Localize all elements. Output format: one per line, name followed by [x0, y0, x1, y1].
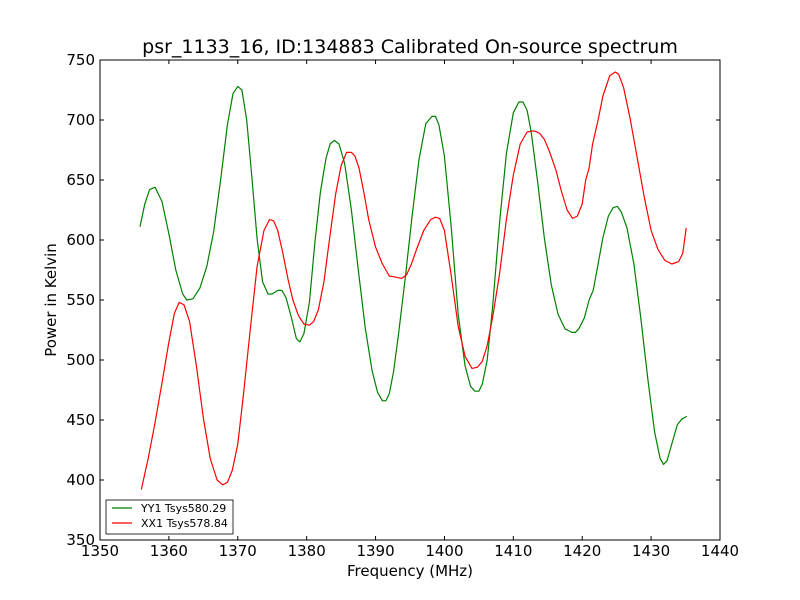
x-tick-label: 1390: [356, 542, 394, 560]
legend-box: [105, 499, 234, 535]
x-axis-label: Frequency (MHz): [347, 562, 473, 580]
y-tick-label: 350: [66, 531, 95, 549]
y-axis: 350 400 450 500 550 600 650 700 750: [66, 51, 720, 549]
y-tick-label: 650: [66, 171, 95, 189]
x-tick-label: 1420: [563, 542, 601, 560]
legend: YY1 Tsys580.29 XX1 Tsys578.84: [105, 499, 234, 535]
y-tick-label: 550: [66, 291, 95, 309]
series-line-xx1: [140, 71, 687, 490]
y-tick-label: 500: [66, 351, 95, 369]
x-tick-label: 1430: [632, 542, 670, 560]
series-line-yy1: [139, 85, 688, 465]
legend-label-yy1: YY1 Tsys580.29: [140, 502, 226, 515]
x-tick-label: 1410: [494, 542, 532, 560]
x-tick-label: 1380: [288, 542, 326, 560]
y-tick-label: 750: [66, 51, 95, 69]
series-layer: [139, 71, 688, 490]
chart-title: psr_1133_16, ID:134883 Calibrated On-sou…: [142, 36, 678, 58]
y-tick-label: 700: [66, 111, 95, 129]
y-tick-label: 600: [66, 231, 95, 249]
x-tick-label: 1350: [81, 542, 119, 560]
y-tick-label: 450: [66, 411, 95, 429]
y-axis-label: Power in Kelvin: [42, 243, 60, 357]
x-axis: 1350 1360 1370 1380 1390 1400 1410 1420 1430 1440: [81, 60, 739, 560]
x-tick-label: 1370: [219, 542, 257, 560]
legend-label-xx1: XX1 Tsys578.84: [141, 517, 228, 530]
y-tick-label: 400: [66, 471, 95, 489]
x-tick-label: 1360: [150, 542, 188, 560]
x-tick-label: 1400: [425, 542, 463, 560]
x-tick-label: 1440: [701, 542, 739, 560]
